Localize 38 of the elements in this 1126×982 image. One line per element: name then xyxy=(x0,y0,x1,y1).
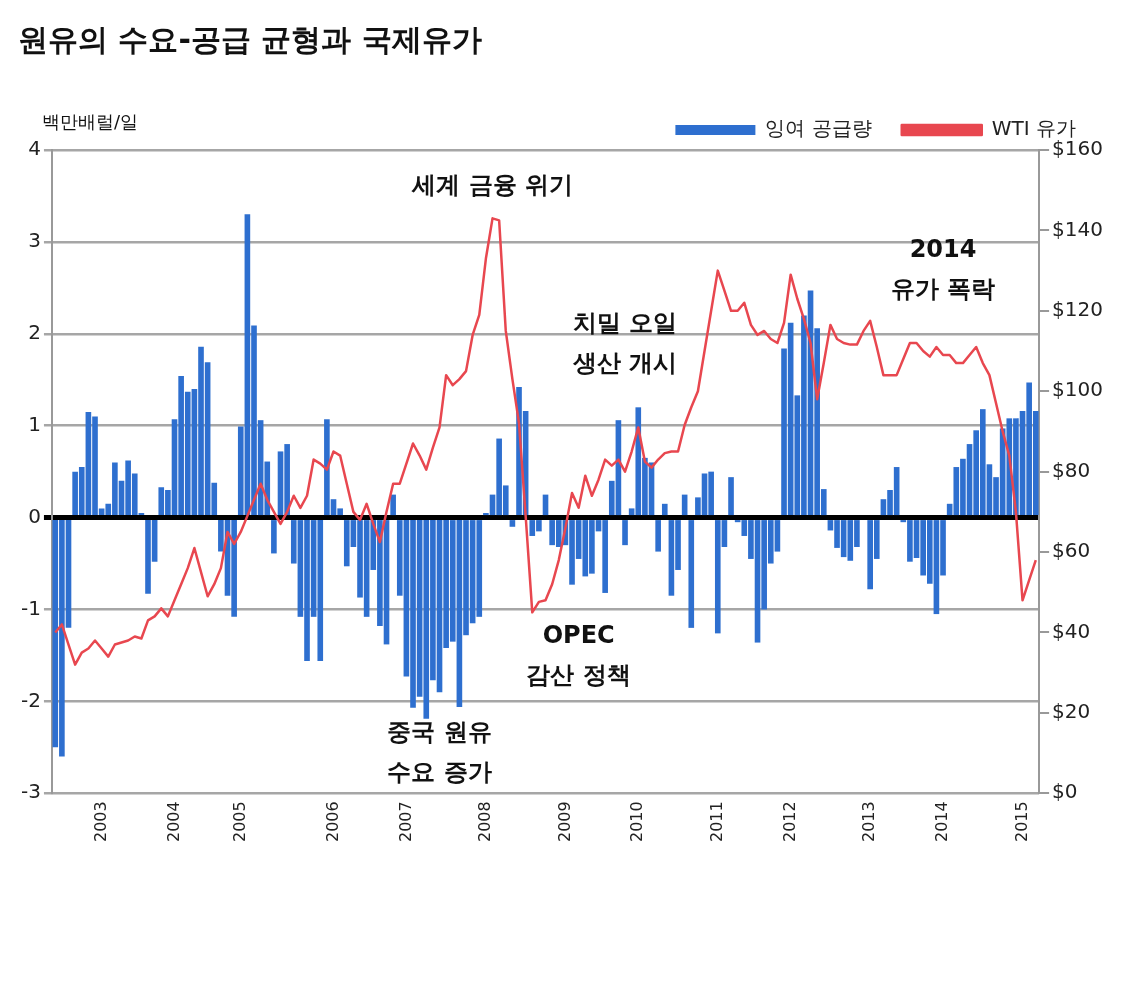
x-tick-label: 2015 xyxy=(1011,801,1031,842)
y-tick-label: -2 xyxy=(20,687,41,712)
y2-tick-label: $100 xyxy=(1052,377,1104,402)
legend-label: WTI 유가 xyxy=(991,116,1076,141)
y2-tick-label: $0 xyxy=(1052,779,1078,804)
y-tick-label: 1 xyxy=(28,411,41,436)
x-tick-label: 2006 xyxy=(322,801,342,842)
x-tick-label: 2003 xyxy=(90,801,110,842)
chart-title: 원유의 수요-공급 균형과 국제유가 xyxy=(18,21,482,57)
y-axis-title: 백만배럴/일 xyxy=(41,110,139,132)
x-tick-label: 2013 xyxy=(859,801,879,842)
y-tick-label: 4 xyxy=(28,136,41,161)
annotation: 2014 유가 폭락 xyxy=(890,235,996,304)
y-tick-label: -1 xyxy=(20,595,41,620)
x-tick-label: 2008 xyxy=(475,801,495,842)
y2-tick-label: $40 xyxy=(1052,618,1091,643)
y-tick-label: 3 xyxy=(28,228,41,253)
legend-label: 잉여 공급량 xyxy=(765,116,872,141)
annotation: 치밀 오일 생산 개시 xyxy=(571,308,678,377)
y2-tick-label: $60 xyxy=(1052,538,1091,563)
x-tick-label: 2007 xyxy=(395,801,415,842)
y-tick-label: 2 xyxy=(28,320,41,344)
y2-tick-label: $140 xyxy=(1052,216,1104,241)
y2-tick-label: $20 xyxy=(1052,699,1091,724)
y2-tick-label: $80 xyxy=(1052,457,1091,482)
annotation: 세계 금융 위기 xyxy=(411,170,573,199)
y-tick-label: 0 xyxy=(28,503,41,528)
annotation: OPEC 감산 정책 xyxy=(526,621,631,690)
y2-tick-label: $120 xyxy=(1052,297,1104,322)
annotation: 중국 원유 수요 증가 xyxy=(387,717,492,786)
y-tick-label: -3 xyxy=(20,779,41,804)
x-tick-label: 2010 xyxy=(627,801,647,842)
x-tick-label: 2004 xyxy=(163,801,183,842)
x-tick-label: 2005 xyxy=(229,801,249,842)
x-tick-label: 2009 xyxy=(554,801,574,842)
x-tick-label: 2011 xyxy=(706,801,726,842)
x-tick-label: 2012 xyxy=(779,801,799,842)
x-tick-label: 2014 xyxy=(932,801,952,842)
